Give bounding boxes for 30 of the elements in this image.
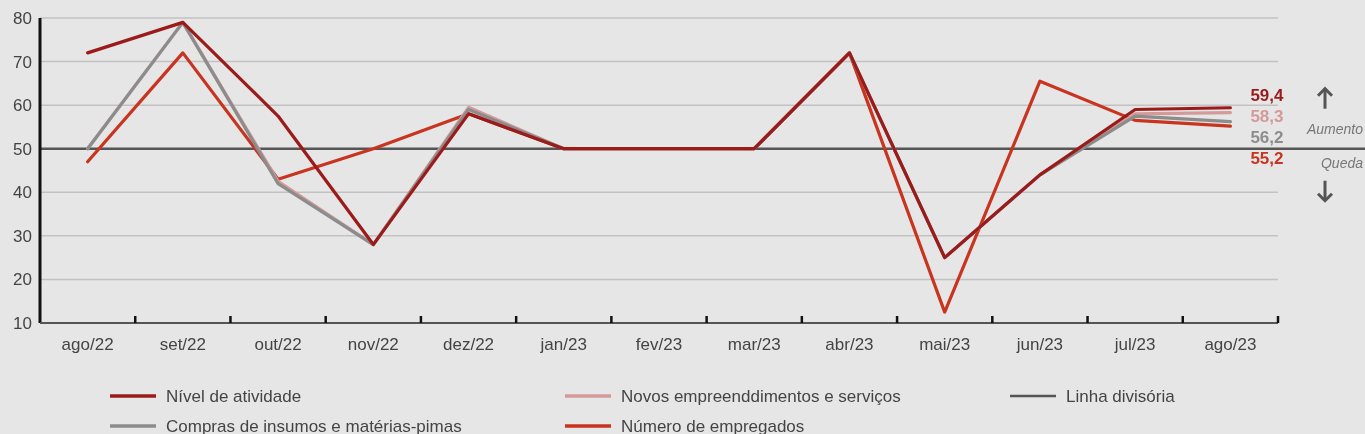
y-tick-label: 20 [13, 270, 32, 290]
x-tick-label: abr/23 [825, 335, 874, 354]
y-tick-label: 70 [13, 52, 32, 72]
legend-label: Nível de atividade [166, 386, 302, 406]
data-label: 59,4 [1250, 86, 1285, 106]
y-tick-label: 40 [13, 183, 32, 203]
x-tick-label: jul/23 [1113, 335, 1156, 354]
x-tick-label: nov/22 [347, 335, 399, 354]
x-tick-label: ago/22 [61, 335, 114, 354]
x-tick-label: ago/23 [1204, 335, 1257, 354]
x-tick-label: mai/23 [919, 335, 971, 354]
x-tick-label: mar/23 [727, 335, 781, 354]
text: Queda [1320, 154, 1364, 171]
x-tick-label: jan/23 [539, 335, 587, 354]
y-tick-label: 60 [13, 96, 32, 116]
legend-label: Linha divisória [1066, 386, 1176, 406]
y-tick-label: 50 [13, 139, 32, 159]
data-label: 58,3 [1250, 107, 1284, 127]
y-tick-label: 80 [13, 8, 32, 28]
x-tick-label: out/22 [254, 335, 302, 354]
x-tick-label: jun/23 [1015, 335, 1064, 354]
data-label: 55,2 [1250, 149, 1284, 169]
x-tick-label: fev/23 [635, 335, 683, 354]
y-tick-label: 30 [13, 226, 32, 246]
x-tick-label: set/22 [159, 335, 206, 354]
text: Aumento [1305, 120, 1364, 137]
x-tick-label: dez/22 [443, 335, 495, 354]
data-label: 56,2 [1250, 128, 1284, 148]
y-tick-label: 10 [13, 313, 32, 333]
legend-label: Novos empreenddimentos e serviços [621, 386, 901, 406]
